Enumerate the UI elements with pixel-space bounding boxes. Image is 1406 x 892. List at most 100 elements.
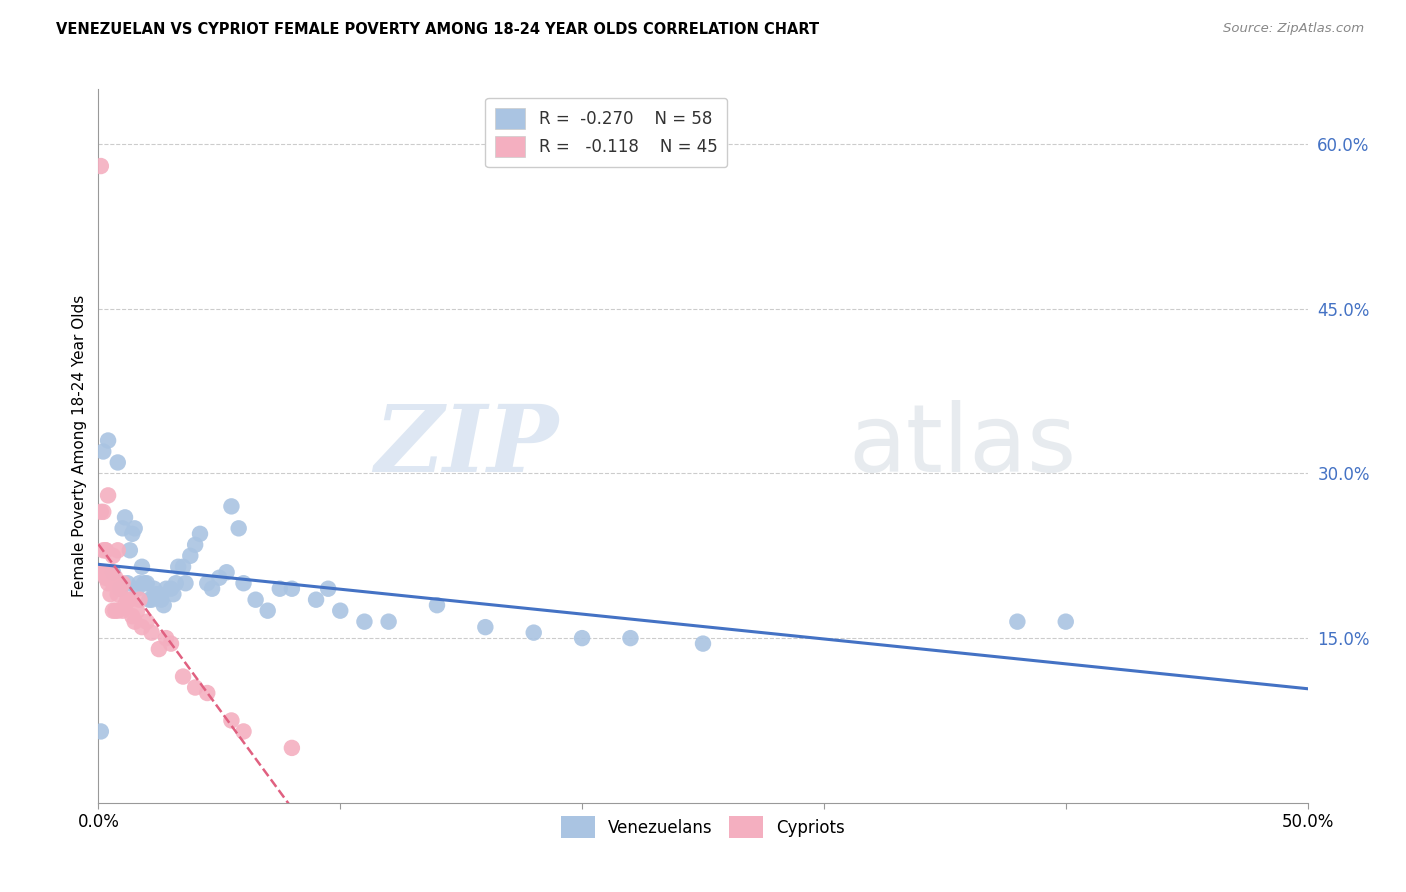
Point (281, 582, 304, 596)
Point (104, 604, 127, 618)
Point (141, 592, 163, 607)
Point (135, 615, 157, 629)
Point (179, 549, 201, 563)
Text: atlas: atlas (848, 400, 1077, 492)
Point (94, 543, 117, 558)
Point (1054, 615, 1077, 629)
Point (94, 543, 117, 558)
Point (152, 598, 174, 612)
Point (91, 566, 114, 580)
Point (148, 587, 170, 601)
Point (167, 559, 190, 574)
Point (90, 505, 112, 519)
Point (131, 620, 153, 634)
Point (256, 604, 278, 618)
Y-axis label: Female Poverty Among 18-24 Year Olds: Female Poverty Among 18-24 Year Olds (72, 295, 87, 597)
Point (316, 582, 339, 596)
Point (377, 615, 399, 629)
Point (232, 724, 254, 739)
Point (121, 609, 143, 624)
Point (281, 740, 304, 755)
Point (100, 587, 122, 601)
Point (184, 538, 207, 552)
Point (107, 543, 129, 558)
Point (100, 571, 122, 585)
Point (121, 526, 143, 541)
Point (91, 444, 114, 458)
Point (523, 625, 546, 640)
Point (474, 620, 496, 634)
Point (111, 576, 134, 591)
Point (162, 587, 184, 601)
Point (174, 576, 197, 591)
Point (221, 500, 243, 514)
Text: VENEZUELAN VS CYPRIOT FEMALE POVERTY AMONG 18-24 YEAR OLDS CORRELATION CHART: VENEZUELAN VS CYPRIOT FEMALE POVERTY AMO… (56, 22, 820, 37)
Point (155, 631, 177, 645)
Point (108, 582, 131, 596)
Point (172, 559, 194, 574)
Point (101, 566, 124, 580)
Point (201, 582, 224, 596)
Point (107, 604, 129, 618)
Point (353, 615, 375, 629)
Point (619, 631, 641, 645)
Point (329, 604, 352, 618)
Point (111, 604, 134, 618)
Point (117, 592, 139, 607)
Point (114, 598, 136, 612)
Point (127, 582, 149, 596)
Point (155, 582, 177, 596)
Point (228, 521, 250, 535)
Point (1007, 615, 1029, 629)
Point (184, 681, 207, 695)
Point (101, 604, 124, 618)
Point (215, 566, 238, 580)
Point (118, 543, 141, 558)
Point (124, 615, 146, 629)
Point (128, 592, 150, 607)
Point (108, 582, 131, 596)
Point (114, 510, 136, 524)
Point (97, 434, 120, 448)
Point (165, 576, 187, 591)
Point (208, 571, 231, 585)
Point (232, 576, 254, 591)
Point (692, 637, 714, 651)
Point (104, 576, 127, 591)
Point (426, 598, 449, 612)
Point (143, 582, 166, 596)
Point (97, 488, 120, 502)
Point (188, 526, 211, 541)
Point (117, 576, 139, 591)
Point (97, 576, 120, 591)
Point (90, 724, 112, 739)
Text: ZIP: ZIP (374, 401, 558, 491)
Point (94, 571, 117, 585)
Point (160, 637, 183, 651)
Point (104, 571, 127, 585)
Point (127, 604, 149, 618)
Point (111, 521, 134, 535)
Point (128, 576, 150, 591)
Point (135, 576, 157, 591)
Point (145, 587, 167, 601)
Legend: Venezuelans, Cypriots: Venezuelans, Cypriots (554, 810, 852, 845)
Point (131, 559, 153, 574)
Point (172, 669, 194, 683)
Point (118, 592, 141, 607)
Point (148, 642, 170, 657)
Point (134, 576, 156, 591)
Point (150, 592, 173, 607)
Point (90, 159, 112, 173)
Point (245, 592, 267, 607)
Point (160, 582, 183, 596)
Point (141, 625, 163, 640)
Point (107, 587, 129, 601)
Point (101, 576, 124, 591)
Point (571, 631, 593, 645)
Point (90, 566, 112, 580)
Text: Source: ZipAtlas.com: Source: ZipAtlas.com (1223, 22, 1364, 36)
Point (305, 592, 328, 607)
Point (195, 576, 218, 591)
Point (91, 543, 114, 558)
